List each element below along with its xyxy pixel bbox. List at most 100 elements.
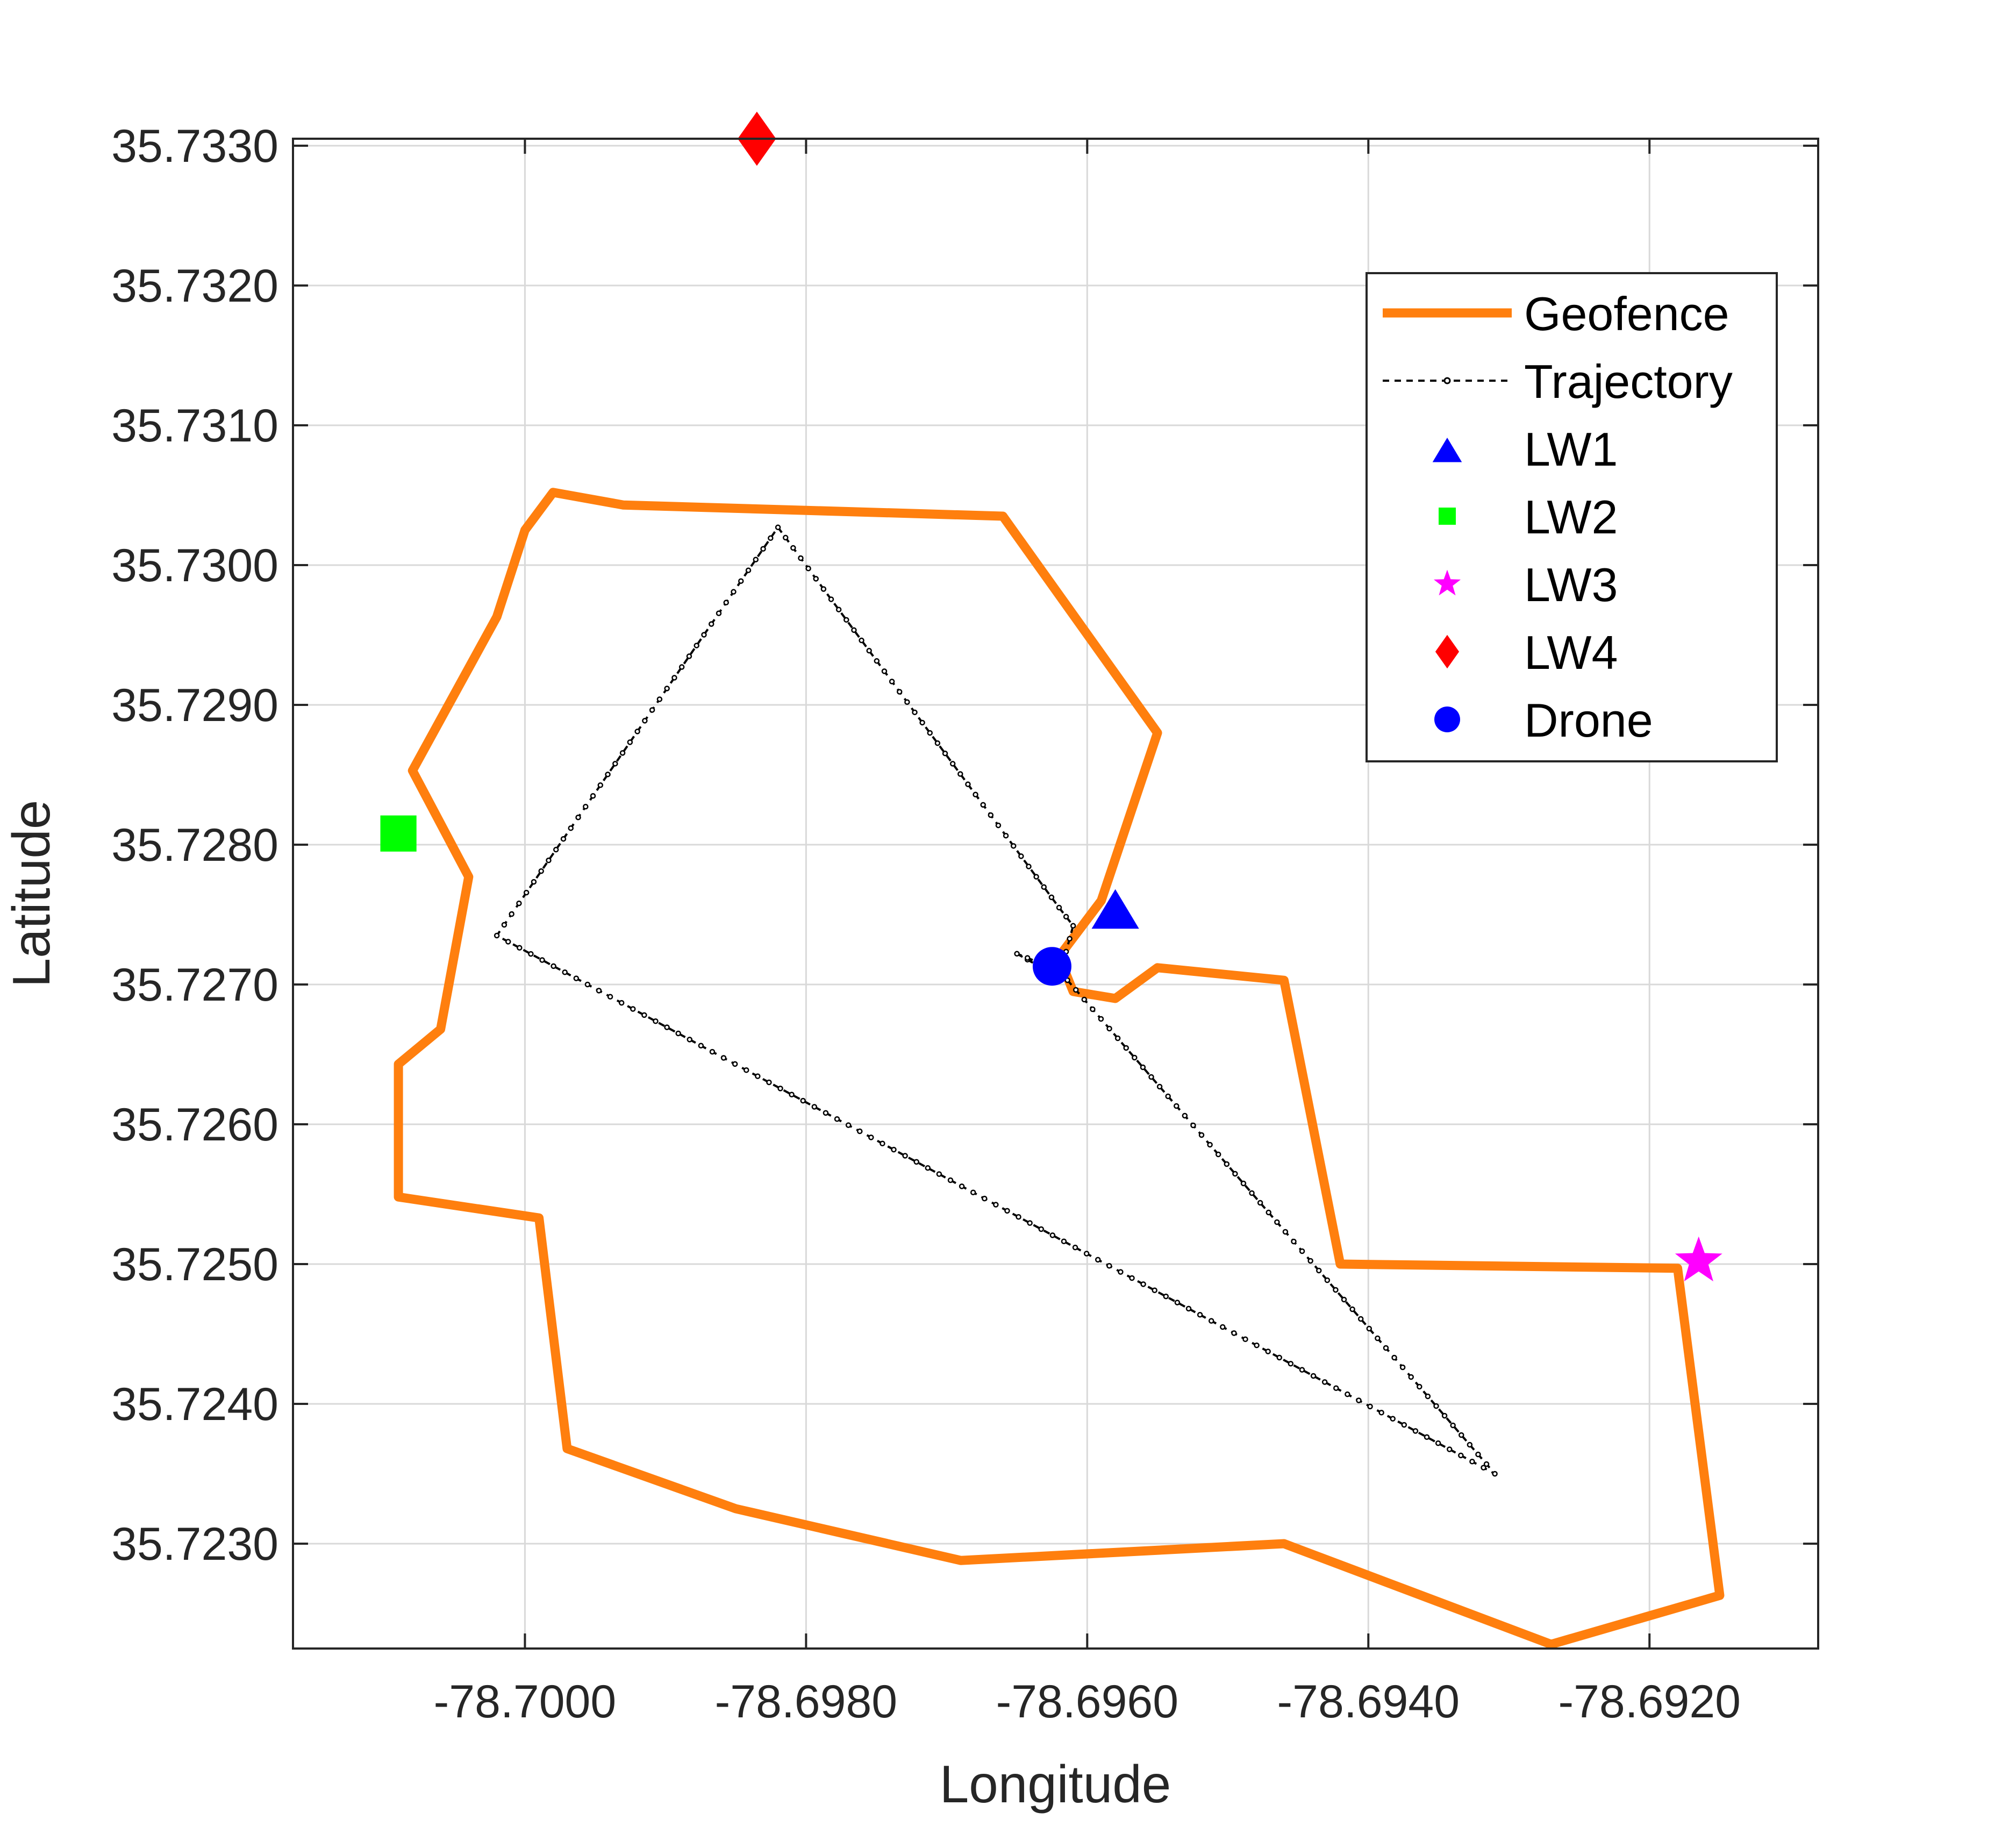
trajectory-point — [1016, 1214, 1021, 1220]
trajectory-point — [934, 740, 941, 746]
trajectory-point — [1118, 1269, 1124, 1275]
trajectory-point — [1475, 1451, 1481, 1458]
trajectory-point — [590, 793, 596, 799]
trajectory-point — [1459, 1432, 1464, 1438]
trajectory-point — [597, 782, 604, 788]
y-tick-label: 35.7240 — [111, 1379, 278, 1430]
trajectory-point — [1391, 1354, 1397, 1361]
trajectory-point — [1224, 1161, 1230, 1167]
trajectory-point — [1140, 1281, 1146, 1287]
trajectory-point — [538, 868, 544, 874]
legend-drone-marker — [1434, 707, 1460, 732]
y-tick-labels: 35.7230 35.7240 35.7250 35.7260 35.7270 35.72… — [111, 120, 278, 1570]
trajectory-point — [828, 596, 834, 602]
trajectory-point — [1357, 1316, 1364, 1322]
trajectory-point — [744, 1067, 749, 1073]
y-tick-label: 35.7280 — [111, 819, 278, 871]
trajectory-point — [1073, 987, 1079, 993]
trajectory-point — [568, 825, 574, 831]
trajectory-point — [1198, 1132, 1205, 1138]
trajectory-point — [618, 1000, 625, 1006]
trajectory-point — [1446, 1446, 1453, 1452]
trajectory-point — [1081, 996, 1088, 1003]
trajectory-point — [720, 1055, 727, 1061]
trajectory-point — [789, 1091, 795, 1097]
trajectory-point — [1026, 864, 1032, 869]
trajectory-point — [1299, 1248, 1305, 1254]
trajectory-point — [777, 1086, 783, 1091]
trajectory-point — [1417, 1383, 1422, 1390]
trajectory-point — [980, 802, 986, 808]
trajectory-point — [1367, 1403, 1373, 1410]
trajectory-point — [1288, 1361, 1294, 1367]
trajectory-point — [1165, 1093, 1171, 1100]
trajectory-point — [1276, 1354, 1283, 1361]
trajectory-point — [1345, 1391, 1350, 1397]
trajectory-point — [970, 1189, 976, 1195]
trajectory-point — [1450, 1422, 1456, 1429]
legend-drone-swatch — [1434, 707, 1460, 732]
trajectory-point — [820, 586, 827, 592]
trajectory-point — [551, 963, 556, 969]
trajectory-point — [889, 679, 895, 684]
trajectory-point — [641, 1012, 647, 1018]
trajectory-point — [686, 653, 692, 659]
trajectory-point — [546, 857, 552, 864]
y-tick-label: 35.7270 — [111, 959, 278, 1011]
trajectory-point — [596, 988, 602, 994]
trajectory-point — [813, 576, 819, 582]
trajectory-point — [1408, 1374, 1414, 1380]
trajectory-point — [1240, 1180, 1247, 1187]
trajectory-point — [1274, 1219, 1280, 1225]
trajectory-point — [896, 689, 903, 695]
trajectory-point — [775, 524, 781, 531]
trajectory-point — [653, 1018, 659, 1024]
trajectory-point — [1424, 1434, 1430, 1440]
trajectory-point — [1182, 1112, 1188, 1119]
trajectory-point — [1399, 1364, 1406, 1371]
trajectory-point — [731, 589, 737, 595]
trajectory-point — [1190, 1122, 1196, 1129]
trajectory-point — [1215, 1151, 1221, 1158]
trajectory-point — [1129, 1275, 1135, 1281]
trajectory-point — [517, 945, 523, 951]
y-tick-label: 35.7230 — [111, 1518, 278, 1570]
trajectory-point — [656, 696, 663, 702]
trajectory-point — [1341, 1296, 1347, 1303]
trajectory-point — [1207, 1141, 1213, 1148]
trajectory-point — [1098, 1016, 1104, 1022]
x-axis-label: Longitude — [940, 1754, 1171, 1814]
trajectory-point — [959, 1183, 965, 1189]
trajectory-point — [768, 535, 774, 541]
x-tick-label: -78.6960 — [996, 1676, 1179, 1728]
trajectory-point — [881, 668, 888, 674]
trajectory-point — [528, 951, 534, 957]
trajectory-point — [1004, 1208, 1010, 1214]
trajectory-point — [1156, 1083, 1163, 1090]
trajectory-point — [823, 1110, 829, 1116]
x-tick-label: -78.6980 — [715, 1676, 898, 1728]
trajectory-point — [694, 643, 699, 648]
trajectory-point — [1316, 1267, 1322, 1274]
trajectory-point — [1114, 1035, 1121, 1041]
y-tick-label: 35.7320 — [111, 260, 278, 312]
trajectory-point — [1412, 1428, 1419, 1434]
trajectory-point — [755, 1073, 761, 1079]
trajectory-point — [723, 600, 730, 605]
trajectory-point — [698, 1043, 704, 1048]
trajectory-point — [612, 761, 618, 767]
trajectory-point — [1140, 1064, 1146, 1071]
trajectory-point — [1220, 1324, 1226, 1330]
trajectory-point — [913, 1159, 919, 1165]
trajectory-point — [1027, 1220, 1033, 1226]
trajectory-point — [919, 719, 925, 726]
trajectory-point — [553, 846, 559, 853]
trajectory-point — [1070, 923, 1076, 929]
trajectory-point — [1024, 955, 1031, 961]
trajectory-point — [965, 781, 971, 787]
x-tick-label: -78.6940 — [1277, 1676, 1460, 1728]
trajectory-point — [1242, 1336, 1248, 1342]
trajectory-point — [1366, 1325, 1372, 1332]
trajectory-point — [1254, 1342, 1260, 1348]
trajectory-point — [859, 637, 864, 644]
